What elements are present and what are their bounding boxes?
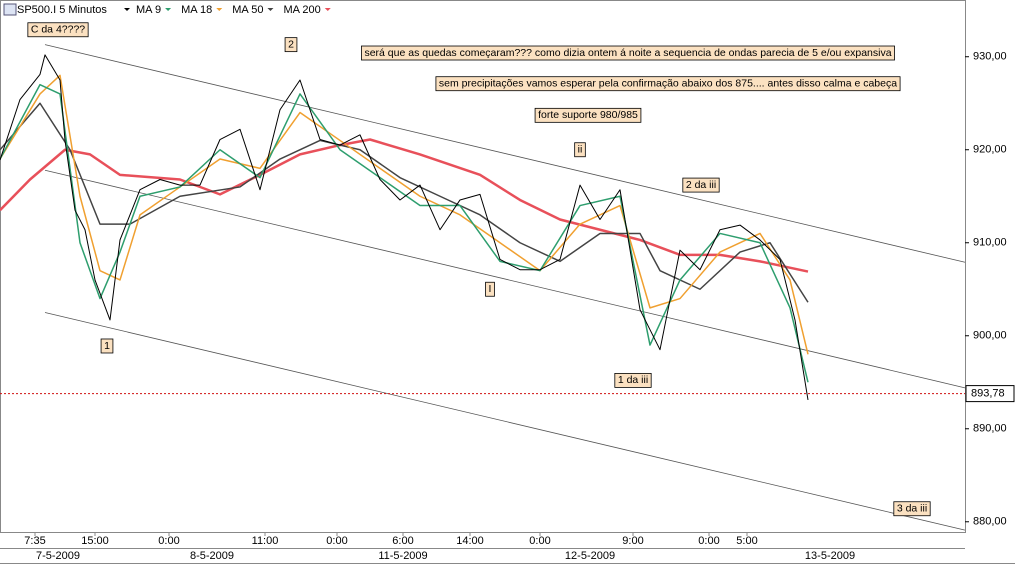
y-tick-label: 910,00 [973,237,1007,249]
trend-line [44,44,966,263]
annotation: 2 [284,37,298,53]
date-label: 7-5-2009 [36,550,80,562]
x-tick-label: 15:00 [81,535,109,547]
annotation-text: forte suporte 980/985 [538,109,638,121]
annotation-box [893,501,931,517]
x-tick-label: 0:00 [158,535,179,547]
x-tick-label: 7:35 [24,535,45,547]
annotation-box [27,22,89,38]
annotation: C da 4???? [27,22,89,38]
annotation: 3 da iii [893,501,931,517]
trend-line [44,169,966,389]
date-label: 8-5-2009 [190,550,234,562]
dropdown-arrow [267,8,274,11]
annotation: 2 da iii [682,177,720,193]
annotation-box [100,338,114,354]
x-tick-label: 9:00 [622,535,643,547]
annotation-box [574,142,586,158]
annotation-box [534,107,642,123]
ma-line [0,138,809,273]
annotation-text: será que as quedas começaram??? como diz… [364,47,891,59]
x-tick-label: 6:00 [392,535,413,547]
date-label: 13-5-2009 [805,550,855,562]
legend-entry[interactable]: MA 50 [232,4,263,16]
last-price-label: 893,78 [971,388,1005,400]
x-tick-label: 0:00 [529,535,550,547]
legend-entry[interactable]: MA 9 [136,4,161,16]
ma-line [0,83,809,383]
x-tick-label: 5:00 [736,535,757,547]
cfd-icon [3,3,17,16]
x-tick-label: 11:00 [252,535,279,547]
legend-entry[interactable]: MA 18 [181,4,212,16]
dropdown-arrow [324,8,331,11]
annotation: sem precipitações vamos esperar pela con… [435,76,901,92]
toolbar: SP500.I 5 Minutos MA 9 MA 18 MA 50 MA 200 [3,3,331,16]
annotation-text: 1 da iii [618,374,648,386]
annotation: será que as quedas começaram??? como diz… [361,45,895,61]
chart-title[interactable]: SP500.I 5 Minutos [17,4,107,16]
trend-line [44,312,966,531]
y-tick-label: 880,00 [973,516,1007,528]
dropdown-arrow [165,8,172,11]
annotation-text: sem precipitações vamos esperar pela con… [439,77,897,89]
x-tick-label: 0:00 [326,535,347,547]
price-line [0,54,809,401]
annotation-text: 2 [288,38,294,50]
annotation: 1 da iii [614,372,652,388]
x-tick-label: 14:00 [456,535,484,547]
annotation-text: 3 da iii [897,503,927,515]
x-tick-label: 0:00 [698,535,719,547]
annotation-box [435,76,901,92]
legend-entry[interactable]: MA 200 [283,4,320,16]
annotation: I [485,281,495,297]
annotation-box [361,45,895,61]
dropdown-arrow [216,8,223,11]
annotation-text: 2 da iii [686,179,716,191]
annotation-text: I [489,283,492,295]
annotation: ii [574,142,586,158]
annotation-text: C da 4???? [31,24,85,36]
y-tick-label: 920,00 [973,144,1007,156]
annotation-box [682,177,720,193]
annotation-text: ii [578,144,583,156]
annotation: 1 [100,338,114,354]
y-tick-label: 900,00 [973,330,1007,342]
annotation-box [614,372,652,388]
date-label: 12-5-2009 [565,550,615,562]
annotation-box [284,37,298,53]
dropdown-arrow [124,8,130,11]
y-tick-label: 930,00 [973,51,1007,63]
annotation: forte suporte 980/985 [534,107,642,123]
ma-line [0,74,809,355]
annotation-text: 1 [104,340,110,352]
last-price-box [965,385,1015,403]
annotation-box [485,281,495,297]
plot-frame [0,0,966,533]
y-tick-label: 890,00 [973,423,1007,435]
date-label: 11-5-2009 [378,550,427,562]
